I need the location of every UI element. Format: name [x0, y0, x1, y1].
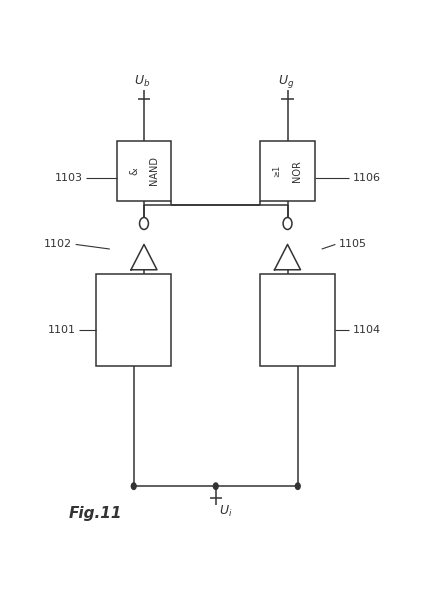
Text: 1103: 1103: [55, 173, 82, 182]
Text: ≥1: ≥1: [272, 164, 281, 177]
Text: $U_g$: $U_g$: [278, 74, 294, 90]
Text: NAND: NAND: [149, 156, 159, 185]
Bar: [260, 274, 336, 367]
Text: 1106: 1106: [352, 173, 381, 182]
Circle shape: [213, 483, 218, 489]
Text: &: &: [129, 167, 139, 175]
Circle shape: [131, 483, 136, 489]
Text: $U_b$: $U_b$: [134, 74, 150, 90]
Text: 1105: 1105: [339, 239, 367, 249]
Text: $U_i$: $U_i$: [219, 504, 233, 519]
Text: 1101: 1101: [48, 325, 76, 335]
Text: 1102: 1102: [44, 239, 72, 249]
Circle shape: [295, 483, 300, 489]
Bar: [96, 274, 172, 367]
Text: NOR: NOR: [292, 160, 303, 182]
Text: 1104: 1104: [352, 325, 381, 335]
Bar: [116, 141, 171, 201]
Bar: [260, 141, 315, 201]
Text: Fig.11: Fig.11: [69, 507, 122, 521]
